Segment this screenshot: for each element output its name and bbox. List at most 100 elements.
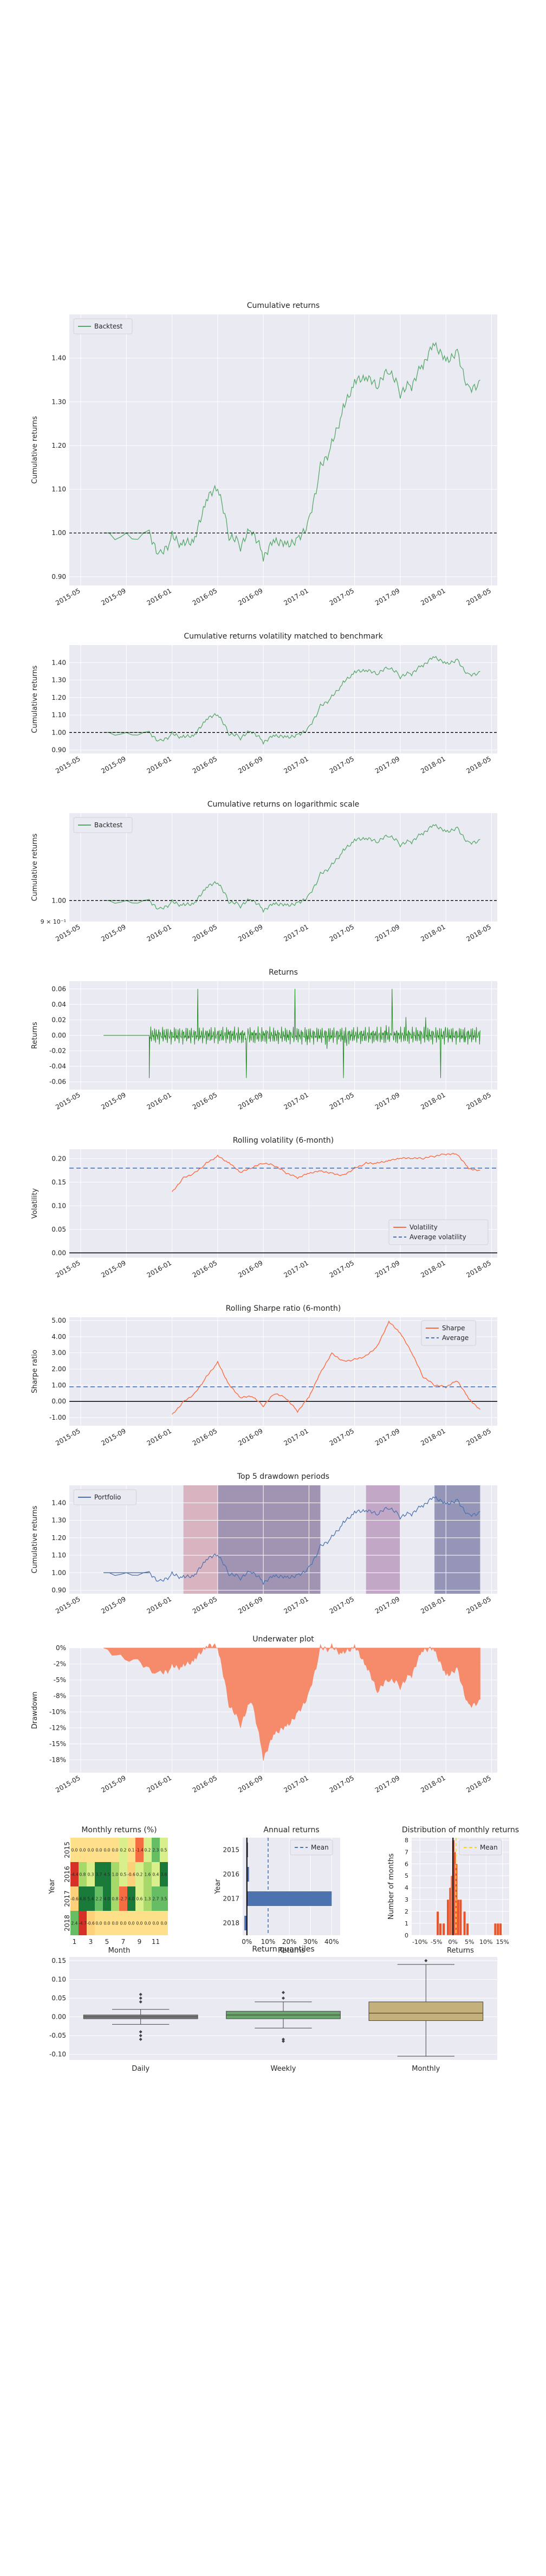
heatmap-cell (135, 1886, 144, 1911)
series-line (103, 655, 480, 745)
y-tick-label: 2016 (63, 1866, 71, 1883)
heatmap-cell (127, 1886, 135, 1911)
legend-label: Sharpe (442, 1324, 465, 1332)
outlier-point (282, 1991, 285, 1994)
heatmap-cell (160, 1862, 168, 1886)
heatmap-value: 2.7 (153, 1897, 159, 1902)
y-tick-label: 1.10 (51, 486, 66, 493)
x-tick-label: 2017-05 (328, 587, 355, 607)
x-tick-label: 2015-09 (100, 755, 127, 775)
heatmap-cell (79, 1838, 87, 1862)
y-tick-label: 2016 (223, 1871, 239, 1878)
y-tick-label: 1.00 (51, 529, 66, 537)
y-tick-label: -1.00 (49, 1414, 66, 1421)
y-axis-label: Returns (31, 1022, 39, 1049)
x-tick-label: 2016-05 (191, 587, 218, 607)
x-tick-label: 2016-05 (191, 1774, 218, 1794)
y-tick-label: 0.06 (51, 985, 66, 993)
x-tick-label: 1 (73, 1938, 77, 1946)
y-tick-label: 4 (405, 1884, 408, 1891)
y-tick-label: 0.00 (51, 1398, 66, 1405)
outlier-point (139, 1997, 142, 2000)
x-tick-label: 2015-09 (100, 1774, 127, 1794)
y-tick-label: -18% (49, 1756, 66, 1763)
heatmap-value: 0.2 (136, 1872, 143, 1877)
x-tick-label: 5% (465, 1939, 474, 1946)
y-tick-label: -10% (49, 1708, 66, 1716)
x-tick-label: 2017-05 (328, 755, 355, 775)
x-tick-label: 2017-09 (374, 923, 401, 943)
y-tick-label: 0.02 (51, 1016, 66, 1023)
x-tick-label: 2015-05 (54, 1091, 81, 1111)
heatmap-value: 0.0 (88, 1848, 94, 1853)
rolling_sharpe-chart: 5.00 4.00 3.00 2.00 1.00 0.00 -1.00 2015-05 2015… (31, 1304, 497, 1447)
series-line (103, 1496, 480, 1586)
cumulative-chart: 0.90 1.00 1.10 1.20 1.30 1.40 2015-05 2015-09 20… (31, 301, 497, 607)
outlier-point (424, 1959, 428, 1962)
y-tick-label: 7 (405, 1849, 408, 1856)
x-tick-label: 2015-09 (100, 587, 127, 607)
heatmap-cell (152, 1911, 160, 1935)
heatmap-cell (135, 1911, 144, 1935)
x-tick-label: 2017-09 (374, 755, 401, 775)
heatmap-cell (152, 1886, 160, 1911)
heatmap-cell (103, 1911, 111, 1935)
heatmap-value: 0.3 (88, 1872, 94, 1877)
x-tick-label: 2018-05 (465, 1427, 492, 1447)
outlier-point (282, 2038, 285, 2041)
histogram-bar (496, 1923, 499, 1936)
x-axis-label: Returns (447, 1947, 474, 1955)
outlier-point (282, 1997, 285, 2000)
heatmap-value: 0.0 (104, 1848, 110, 1853)
y-axis-label: Cumulative returns (31, 833, 39, 901)
y-tick-label: 3.00 (51, 1349, 66, 1357)
x-tick-label: 2018-05 (465, 755, 492, 775)
legend-label: Mean (480, 1844, 498, 1851)
outlier-point (139, 2030, 142, 2034)
heatmap-value: 1.0 (112, 1872, 119, 1877)
y-axis-label: Number of months (387, 1853, 395, 1920)
rolling_vol-chart: 0.20 0.15 0.10 0.05 0.00 2015-05 2015-09 2016-0… (31, 1136, 497, 1279)
histogram-bar (459, 1899, 462, 1936)
x-tick-label: 2016-09 (237, 1595, 264, 1615)
heatmap-value: -0.6 (70, 1897, 79, 1902)
chart-title: Distribution of monthly returns (402, 1826, 519, 1834)
bar (244, 1916, 247, 1930)
outlier-point (139, 2000, 142, 2004)
y-tick-label: 0.90 (51, 1587, 66, 1594)
heatmap-value: 0.5 (161, 1848, 167, 1853)
heatmap-cell (95, 1886, 103, 1911)
series-line (103, 823, 480, 913)
x-tick-label: 2016-09 (237, 1091, 264, 1111)
y-axis-label: Year (48, 1879, 56, 1895)
x-tick-label: 2017-05 (328, 1091, 355, 1111)
chart-title: Return quantiles (252, 1945, 314, 1954)
y-tick-label: 1.40 (51, 1499, 66, 1506)
heatmap-value: 0.0 (96, 1921, 102, 1926)
y-axis-label: Volatility (31, 1188, 39, 1219)
heatmap-cell (119, 1886, 127, 1911)
series-line (172, 1152, 480, 1192)
heatmap-cell (87, 1886, 95, 1911)
chart-title: Underwater plot (252, 1635, 314, 1644)
y-tick-label: 8 (405, 1837, 408, 1844)
x-tick-label: 15% (496, 1939, 509, 1946)
y-tick-label: 0.04 (51, 1001, 66, 1008)
heatmap-cell (70, 1862, 79, 1886)
x-tick-label: 2017-09 (374, 1774, 401, 1794)
heatmap-value: 0.0 (112, 1921, 119, 1926)
y-axis-label: Drawdown (31, 1691, 39, 1729)
y-tick-label: 2018 (63, 1915, 71, 1931)
x-axis-label: Month (108, 1947, 131, 1955)
y-tick-label: 0 (405, 1932, 408, 1939)
y-tick-label: -12% (49, 1724, 66, 1731)
histogram-bar (463, 1911, 466, 1936)
heatmap-cell (79, 1862, 87, 1886)
heatmap-value: 1.3 (145, 1897, 151, 1902)
x-tick-label: 2015-05 (54, 1259, 81, 1279)
outlier-point (139, 1993, 142, 1997)
legend-label: Average volatility (410, 1233, 466, 1241)
x-tick-label: 2017-01 (282, 1774, 309, 1794)
series-line (103, 342, 480, 562)
bar (246, 1867, 249, 1882)
